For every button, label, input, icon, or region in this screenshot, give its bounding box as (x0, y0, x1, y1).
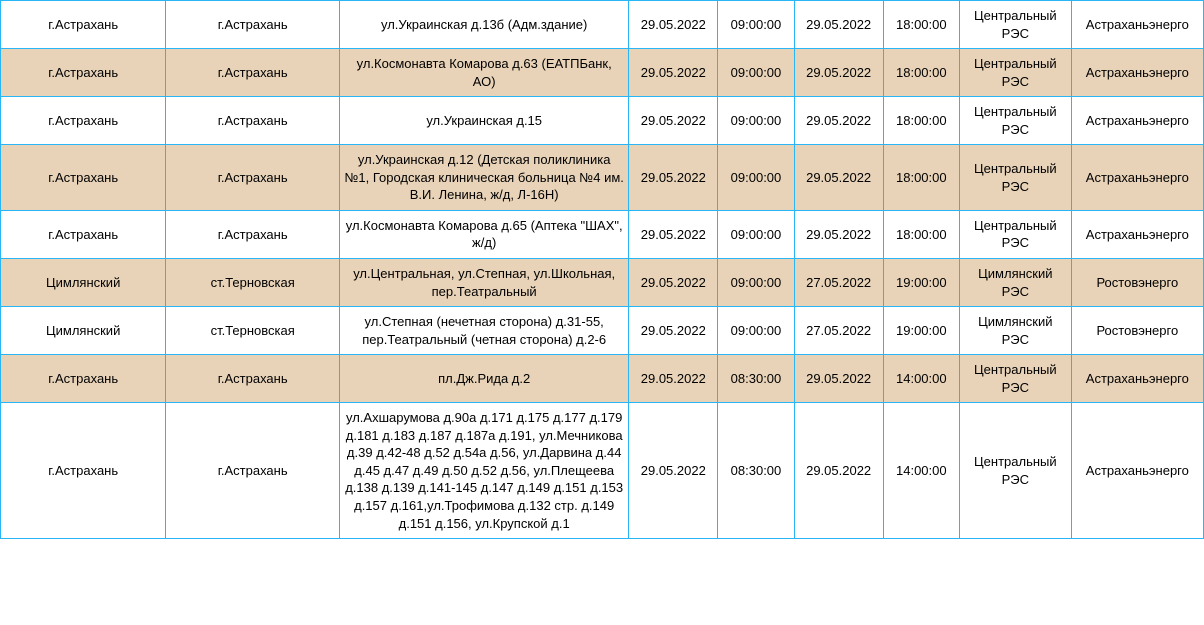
table-cell: 09:00:00 (718, 97, 794, 145)
table-cell: 09:00:00 (718, 1, 794, 49)
table-cell: г.Астрахань (1, 49, 166, 97)
table-cell: 27.05.2022 (794, 307, 883, 355)
table-row: г.Астраханьг.Астраханьул.Ахшарумова д.90… (1, 403, 1204, 539)
table-cell: Астраханьэнерго (1071, 210, 1203, 258)
table-cell: Цимлянский РЭС (960, 307, 1072, 355)
table-cell: Астраханьэнерго (1071, 403, 1203, 539)
table-row: г.Астраханьг.Астраханьул.Украинская д.13… (1, 1, 1204, 49)
table-cell: ст.Терновская (166, 307, 340, 355)
table-cell: г.Астрахань (166, 1, 340, 49)
table-cell: Ростовэнерго (1071, 307, 1203, 355)
table-cell: г.Астрахань (1, 145, 166, 211)
table-cell: Астраханьэнерго (1071, 1, 1203, 49)
table-cell: г.Астрахань (1, 403, 166, 539)
table-cell: Центральный РЭС (960, 403, 1072, 539)
table-cell: ул.Украинская д.15 (339, 97, 628, 145)
table-cell: пл.Дж.Рида д.2 (339, 355, 628, 403)
table-cell: ул.Ахшарумова д.90а д.171 д.175 д.177 д.… (339, 403, 628, 539)
table-row: г.Астраханьг.Астраханьпл.Дж.Рида д.229.0… (1, 355, 1204, 403)
table-cell: 09:00:00 (718, 210, 794, 258)
table-cell: г.Астрахань (1, 355, 166, 403)
table-cell: г.Астрахань (166, 355, 340, 403)
table-cell: г.Астрахань (1, 97, 166, 145)
table-row: г.Астраханьг.Астраханьул.Космонавта Кома… (1, 210, 1204, 258)
table-cell: Цимлянский РЭС (960, 259, 1072, 307)
table-cell: 29.05.2022 (629, 259, 718, 307)
table-cell: 29.05.2022 (794, 97, 883, 145)
table-cell: г.Астрахань (1, 1, 166, 49)
table-cell: 08:30:00 (718, 355, 794, 403)
table-cell: 27.05.2022 (794, 259, 883, 307)
table-cell: г.Астрахань (166, 145, 340, 211)
table-cell: 18:00:00 (883, 97, 959, 145)
table-cell: г.Астрахань (166, 403, 340, 539)
table-cell: Центральный РЭС (960, 97, 1072, 145)
table-cell: 14:00:00 (883, 355, 959, 403)
table-cell: Ростовэнерго (1071, 259, 1203, 307)
table-cell: 29.05.2022 (629, 403, 718, 539)
table-cell: г.Астрахань (166, 210, 340, 258)
table-cell: г.Астрахань (166, 97, 340, 145)
table-cell: Цимлянский (1, 307, 166, 355)
table-cell: 29.05.2022 (629, 307, 718, 355)
table-cell: 09:00:00 (718, 259, 794, 307)
table-cell: Центральный РЭС (960, 145, 1072, 211)
table-cell: 29.05.2022 (794, 403, 883, 539)
table-cell: Цимлянский (1, 259, 166, 307)
table-cell: 18:00:00 (883, 210, 959, 258)
table-cell: ул.Космонавта Комарова д.65 (Аптека "ШАХ… (339, 210, 628, 258)
table-cell: 29.05.2022 (629, 49, 718, 97)
table-cell: 18:00:00 (883, 1, 959, 49)
table-cell: 29.05.2022 (794, 355, 883, 403)
table-cell: г.Астрахань (166, 49, 340, 97)
table-cell: 29.05.2022 (794, 1, 883, 49)
table-cell: 09:00:00 (718, 49, 794, 97)
table-cell: ул.Украинская д.13б (Адм.здание) (339, 1, 628, 49)
table-cell: ст.Терновская (166, 259, 340, 307)
table-cell: 18:00:00 (883, 49, 959, 97)
table-cell: 29.05.2022 (629, 97, 718, 145)
table-cell: 19:00:00 (883, 307, 959, 355)
table-cell: 29.05.2022 (629, 355, 718, 403)
table-cell: Центральный РЭС (960, 355, 1072, 403)
table-cell: Астраханьэнерго (1071, 145, 1203, 211)
table-cell: 29.05.2022 (794, 49, 883, 97)
table-cell: 29.05.2022 (629, 210, 718, 258)
table-row: Цимлянскийст.Терновскаяул.Степная (нечет… (1, 307, 1204, 355)
table-cell: Центральный РЭС (960, 49, 1072, 97)
table-cell: Астраханьэнерго (1071, 49, 1203, 97)
table-cell: ул.Космонавта Комарова д.63 (ЕАТПБанк, А… (339, 49, 628, 97)
table-row: г.Астраханьг.Астраханьул.Украинская д.15… (1, 97, 1204, 145)
table-cell: ул.Центральная, ул.Степная, ул.Школьная,… (339, 259, 628, 307)
table-cell: Астраханьэнерго (1071, 355, 1203, 403)
table-cell: Астраханьэнерго (1071, 97, 1203, 145)
table-cell: 14:00:00 (883, 403, 959, 539)
table-row: г.Астраханьг.Астраханьул.Космонавта Кома… (1, 49, 1204, 97)
table-cell: 19:00:00 (883, 259, 959, 307)
table-cell: 29.05.2022 (794, 145, 883, 211)
outage-schedule-table: г.Астраханьг.Астраханьул.Украинская д.13… (0, 0, 1204, 539)
table-cell: 18:00:00 (883, 145, 959, 211)
table-cell: 29.05.2022 (794, 210, 883, 258)
table-cell: ул.Степная (нечетная сторона) д.31-55, п… (339, 307, 628, 355)
table-cell: Центральный РЭС (960, 1, 1072, 49)
table-cell: 29.05.2022 (629, 1, 718, 49)
table-cell: Центральный РЭС (960, 210, 1072, 258)
table-cell: 09:00:00 (718, 145, 794, 211)
table-row: Цимлянскийст.Терновскаяул.Центральная, у… (1, 259, 1204, 307)
table-cell: г.Астрахань (1, 210, 166, 258)
table-cell: 09:00:00 (718, 307, 794, 355)
table-row: г.Астраханьг.Астраханьул.Украинская д.12… (1, 145, 1204, 211)
table-cell: ул.Украинская д.12 (Детская поликлиника … (339, 145, 628, 211)
table-cell: 29.05.2022 (629, 145, 718, 211)
table-cell: 08:30:00 (718, 403, 794, 539)
table-body: г.Астраханьг.Астраханьул.Украинская д.13… (1, 1, 1204, 539)
